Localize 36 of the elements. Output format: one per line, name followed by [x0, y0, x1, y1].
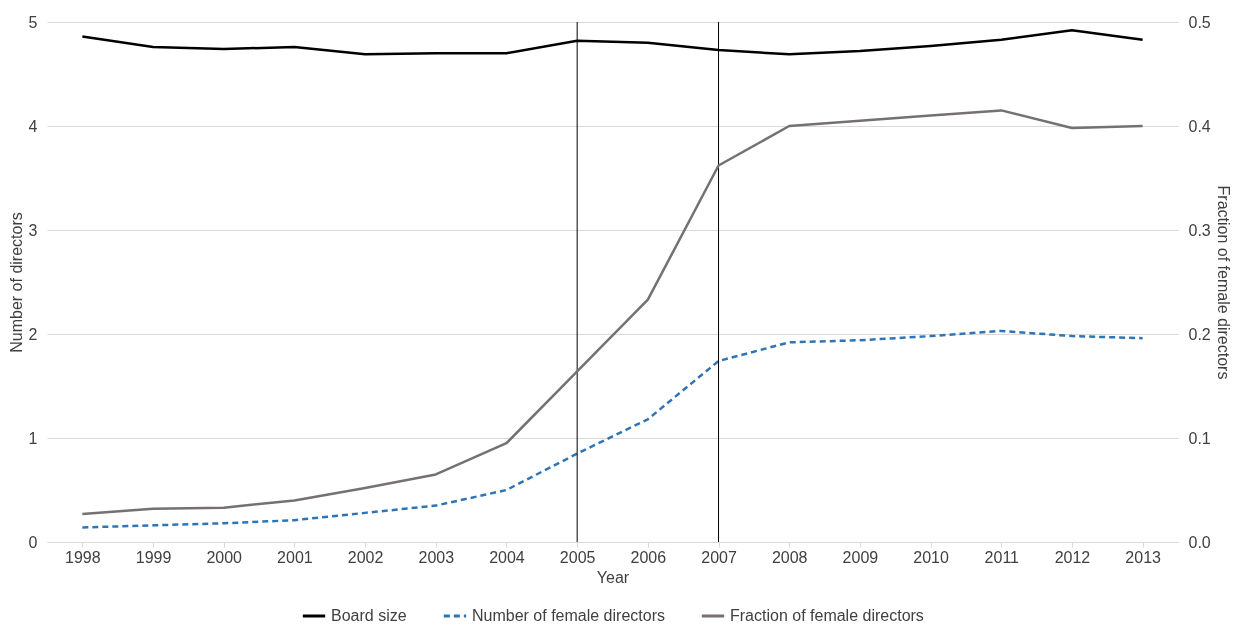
y-tick-label: 3 — [28, 221, 38, 239]
y2-tick-label: 0.1 — [1188, 429, 1211, 447]
x-tick-label: 2013 — [1125, 548, 1162, 566]
y2-tick-label: 0.4 — [1188, 117, 1211, 135]
line-series — [81, 329, 1144, 529]
x-tick-label: 2008 — [771, 548, 808, 566]
y2-axis-title: Fraction of female directors — [1214, 185, 1232, 380]
x-tick-label: 2002 — [347, 548, 384, 566]
y-tick-label: 1 — [28, 429, 38, 447]
x-tick-label: 2006 — [630, 548, 667, 566]
x-tick-label: 2003 — [418, 548, 455, 566]
x-tick-label: 2001 — [277, 548, 313, 566]
line-series — [81, 109, 1144, 516]
x-tick-label: 2005 — [559, 548, 596, 566]
x-tick-label: 2012 — [1054, 548, 1091, 566]
x-axis-title: Year — [596, 568, 630, 586]
x-tick-label: 1999 — [135, 548, 172, 566]
y2-tick-label: 0.0 — [1188, 533, 1211, 551]
x-tick-label: 2007 — [701, 548, 737, 566]
x-tick-label: 1998 — [65, 548, 101, 566]
legend-label: Board size — [331, 607, 407, 624]
y2-tick-label: 0.2 — [1188, 325, 1211, 343]
y-tick-label: 0 — [28, 533, 38, 551]
legend-label: Number of female directors — [472, 607, 665, 624]
x-tick-label: 2010 — [913, 548, 949, 566]
y-tick-label: 4 — [28, 117, 38, 135]
y-tick-label: 2 — [28, 325, 38, 343]
x-tick-label: 2009 — [842, 548, 879, 566]
y2-tick-label: 0.5 — [1188, 13, 1211, 31]
y-tick-label: 5 — [28, 13, 38, 31]
y2-tick-label: 0.3 — [1188, 221, 1211, 239]
y-axis-title: Number of directors — [7, 212, 25, 353]
x-tick-label: 2000 — [206, 548, 243, 566]
x-tick-label: 2004 — [489, 548, 525, 566]
x-tick-label: 2011 — [984, 548, 1020, 566]
legend-label: Fraction of female directors — [730, 607, 924, 624]
